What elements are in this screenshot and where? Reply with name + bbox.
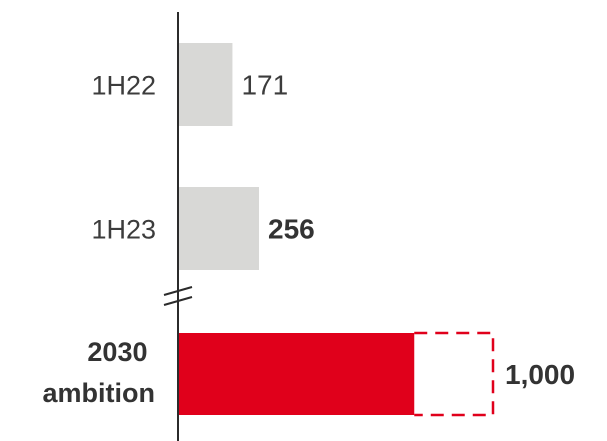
category-label-1h23: 1H23 (91, 215, 156, 245)
bar-1h23 (179, 187, 259, 270)
bar-2030-ambition-solid (179, 333, 415, 415)
category-label-1h22: 1H22 (91, 71, 156, 101)
value-label-2030-ambition: 1,000 (505, 359, 575, 390)
axis-break-marker (163, 286, 193, 306)
axis-break-slash-upper (163, 286, 193, 296)
axis-break-slash-lower (163, 296, 193, 306)
category-label-2030-ambition-line2: ambition (43, 378, 156, 408)
category-label-2030-ambition-line1: 2030 (87, 337, 147, 367)
value-label-1h23: 256 (268, 214, 315, 245)
value-label-1h22: 171 (241, 70, 288, 101)
category-label-2030-ambition: 2030 ambition (43, 337, 156, 408)
bar-2030-ambition-dashed-outline (414, 331, 495, 417)
bar-1h22 (179, 43, 233, 126)
